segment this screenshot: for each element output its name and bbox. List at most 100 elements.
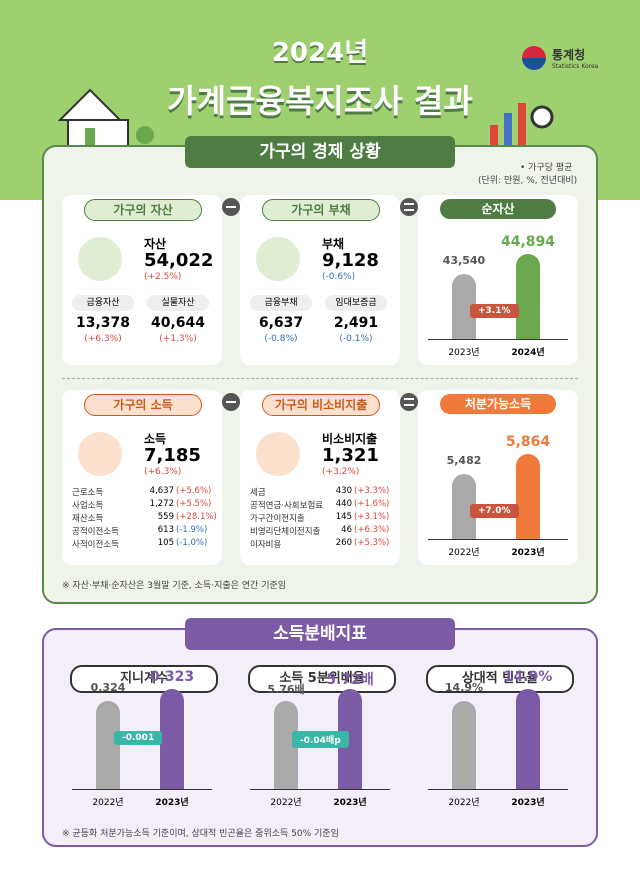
bar [160,689,184,789]
sub-change: (+5.3%) [354,538,390,548]
year-label: 2023년 [333,798,367,808]
operator [222,198,240,216]
sub-value: 440 [335,499,352,509]
card [240,390,400,565]
sub-change: (+5.5%) [176,499,212,509]
icon [256,432,300,476]
baseline [428,539,568,540]
sub-value: 1,272 [149,499,174,509]
bar-value: 43,540 [442,254,486,267]
bar-value: 5.72배 [326,672,374,688]
change-arrow: +3.1% [470,304,519,318]
sub-value: 13,378 [75,315,131,331]
sub-change: (+1.6%) [354,499,390,509]
card-label: 가구의 비소비지출 [262,394,380,416]
bar-value: 0.324 [90,681,126,694]
item-value: 1,321 [322,445,379,466]
growth-arrows [490,103,554,145]
bar-value: 14.9% [503,669,553,685]
bar-value: 0.323 [149,669,195,685]
sub-change: (-0.1%) [339,334,373,344]
icon [78,432,122,476]
item-name: 부채 [322,237,345,251]
section-title: 가구의 경제 상황 [185,136,455,168]
sub-value: 430 [335,486,352,496]
sub-label: 금융자산 [72,295,134,311]
card-label: 처분가능소득 [440,394,556,414]
sub-label: 재산소득 [72,514,104,524]
card-label: 가구의 자산 [84,199,202,221]
year-label: 2023년 [448,348,480,358]
sub-change: (+28.1%) [176,512,217,522]
card [240,195,400,365]
sub-value: 613 [157,525,174,535]
sub-value: 4,637 [149,486,174,496]
bar [452,701,476,789]
baseline [428,339,568,340]
footnote: ※ 균등화 처분가능소득 기준이며, 상대적 빈곤율은 중위소득 50% 기준임 [62,829,339,839]
card-label: 지니계수 [70,665,218,693]
sub-label: 비영리단체이전지출 [250,527,321,537]
sub-label: 근로소득 [72,488,104,498]
card-label: 상대적 빈곤율 [426,665,574,693]
card-label: 가구의 부채 [262,199,380,221]
year-label: 2022년 [270,798,302,808]
bar [516,254,540,339]
operator [400,198,418,216]
bar [516,454,540,539]
sub-label: 이자비용 [250,540,282,550]
bar-value: 5,864 [505,434,551,450]
sub-change: (-0.8%) [264,334,298,344]
footnote: ※ 자산·부채·순자산은 3월말 기준, 소득·지출은 연간 기준임 [62,581,287,591]
bar-value: 5,482 [446,454,482,467]
sub-change: (+3.1%) [354,512,390,522]
sub-label: 사업소득 [72,501,104,511]
sub-value: 46 [341,525,352,535]
logo-name: 통계청 [552,48,586,62]
sub-value: 2,491 [333,315,379,331]
bar-value: 5.76배 [267,683,305,696]
sub-value: 145 [335,512,352,522]
sub-change: (-1.0%) [176,538,208,548]
sub-label: 실물자산 [147,295,209,311]
logo-mark [522,46,546,70]
year-title: 2024년 [271,38,369,68]
year-label: 2022년 [448,548,480,558]
baseline [250,789,390,790]
sub-change: (+6.3%) [84,334,122,344]
operator [400,393,418,411]
baseline [428,789,568,790]
icon [256,237,300,281]
sub-change: (-1.9%) [176,525,208,535]
sub-label: 사적이전소득 [72,540,119,550]
year-label: 2023년 [155,798,189,808]
sub-label: 세금 [250,488,266,498]
item-value: 54,022 [144,250,214,271]
year-label: 2024년 [511,348,545,358]
sub-label: 가구간이전지출 [250,514,305,524]
bar [96,701,120,789]
card [418,195,578,365]
year-label: 2022년 [448,798,480,808]
sub-label: 임대보증금 [325,295,387,311]
item-name: 소득 [144,432,167,446]
bar [516,689,540,789]
card [418,390,578,565]
sub-value: 559 [157,512,174,522]
sub-label: 공적연금·사회보험료 [250,501,324,511]
bar-value: 44,894 [500,234,556,250]
year-label: 2022년 [92,798,124,808]
bar-value: 14.9% [444,681,484,694]
sub-change: (+1.3%) [159,334,197,344]
section-title: 소득분배지표 [185,618,455,650]
card-label: 가구의 소득 [84,394,202,416]
sub-change: (+6.3%) [354,525,390,535]
operator [222,393,240,411]
sub-value: 40,644 [150,315,206,331]
divider [62,378,578,379]
year-label: 2023년 [511,798,545,808]
house-illustration [57,88,154,149]
sub-value: 6,637 [258,315,304,331]
item-change: (+6.3%) [144,467,182,477]
